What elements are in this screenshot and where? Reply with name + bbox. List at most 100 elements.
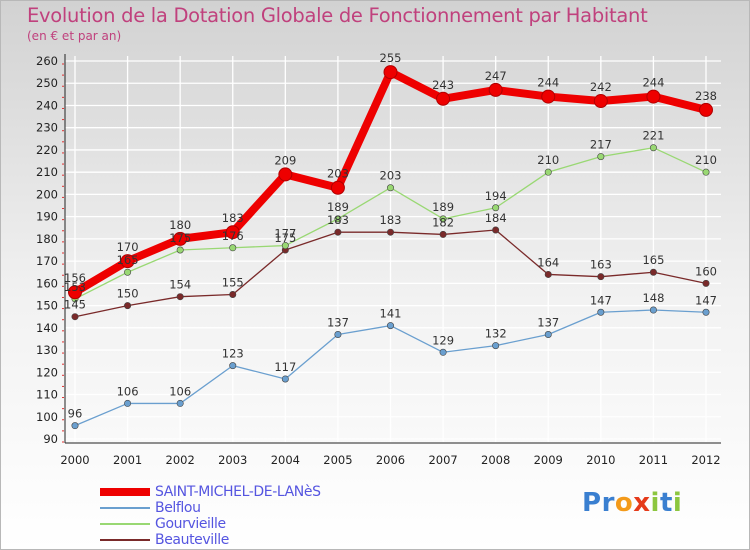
series-point (544, 270, 552, 278)
series-point (492, 342, 500, 350)
data-label: 242 (590, 80, 612, 94)
data-label: 155 (222, 275, 244, 289)
series-point (439, 348, 447, 356)
series-point (386, 322, 394, 330)
data-label: 117 (274, 360, 296, 374)
data-label: 170 (117, 240, 139, 254)
series-point (229, 362, 237, 370)
logo-letter: i (650, 488, 660, 518)
legend-label: SAINT-MICHEL-DE-LANèS (155, 484, 321, 500)
data-label: 183 (327, 213, 349, 227)
series-point (488, 82, 503, 97)
x-tick-label: 2006 (376, 453, 405, 467)
series-point (544, 168, 552, 176)
series-point (71, 422, 79, 430)
series-point (229, 290, 237, 298)
series-point (492, 204, 500, 212)
data-label: 106 (117, 384, 139, 398)
x-tick-label: 2000 (60, 453, 89, 467)
series-point (124, 399, 132, 407)
y-tick-label: 130 (36, 343, 58, 357)
logo-letter: r (601, 488, 615, 518)
series-group (68, 65, 713, 430)
series-point (173, 231, 188, 246)
series-point (597, 273, 605, 281)
series-point (334, 330, 342, 338)
legend-swatch (100, 488, 150, 496)
series-point (386, 184, 394, 192)
series-point (436, 91, 451, 106)
series-point (383, 65, 398, 80)
data-label: 189 (432, 200, 454, 214)
x-tick-label: 2001 (113, 453, 142, 467)
series-point (176, 246, 184, 254)
series-point (334, 228, 342, 236)
x-tick-label: 2003 (218, 453, 247, 467)
data-label: 238 (695, 89, 717, 103)
series-point (281, 242, 289, 250)
grid (65, 56, 721, 442)
data-label: 175 (274, 231, 296, 245)
series-point (386, 228, 394, 236)
logo-letter: P (582, 488, 602, 518)
data-label: 189 (327, 200, 349, 214)
data-label: 132 (485, 327, 507, 341)
legend-swatch (100, 539, 150, 541)
y-tick-label: 110 (36, 388, 58, 402)
logo-letter: o (614, 488, 634, 518)
x-tick-label: 2005 (323, 453, 352, 467)
x-tick-label: 2007 (428, 453, 457, 467)
series-point (649, 268, 657, 276)
data-label: 163 (590, 258, 612, 272)
series-point (597, 308, 605, 316)
data-label: 175 (169, 231, 191, 245)
data-label: 194 (485, 189, 507, 203)
series-point (646, 89, 661, 104)
series-point (593, 94, 608, 109)
data-label: 255 (380, 51, 402, 65)
x-tick-label: 2004 (271, 453, 300, 467)
proxiti-logo: Proxiti (582, 488, 682, 518)
data-label: 210 (695, 153, 717, 167)
data-label: 209 (274, 153, 296, 167)
series-point (278, 167, 293, 182)
series-point (544, 330, 552, 338)
series-point (649, 144, 657, 152)
series-point (541, 89, 556, 104)
series-point (702, 308, 710, 316)
series-point (699, 102, 713, 117)
data-label: 96 (68, 407, 83, 421)
data-label: 153 (64, 280, 86, 294)
series-point (120, 254, 135, 269)
y-tick-label: 160 (36, 276, 58, 290)
data-label: 247 (485, 69, 507, 83)
data-label: 183 (380, 213, 402, 227)
data-label: 150 (117, 287, 139, 301)
y-tick-label: 200 (36, 187, 58, 201)
data-label: 210 (537, 153, 559, 167)
data-label: 177 (274, 227, 296, 241)
series-point (439, 215, 447, 223)
data-label: 182 (432, 215, 454, 229)
data-label: 145 (64, 298, 86, 312)
series-point (176, 399, 184, 407)
series-point (330, 180, 345, 195)
data-label: 147 (695, 293, 717, 307)
x-tick-label: 2011 (639, 453, 668, 467)
legend-label: Beauteville (155, 532, 229, 548)
data-label: 137 (537, 315, 559, 329)
logo-letter: t (659, 488, 673, 518)
chart-subtitle: (en € et par an) (27, 29, 122, 43)
data-label: 176 (222, 229, 244, 243)
y-tick-label: 140 (36, 321, 58, 335)
data-label: 106 (169, 384, 191, 398)
data-label: 123 (222, 347, 244, 361)
data-label: 137 (327, 315, 349, 329)
series-point (176, 293, 184, 301)
series-point (71, 313, 79, 321)
data-label: 183 (222, 211, 244, 225)
legend-swatch (100, 507, 150, 509)
y-tick-label: 210 (36, 165, 58, 179)
data-label: 203 (327, 167, 349, 181)
